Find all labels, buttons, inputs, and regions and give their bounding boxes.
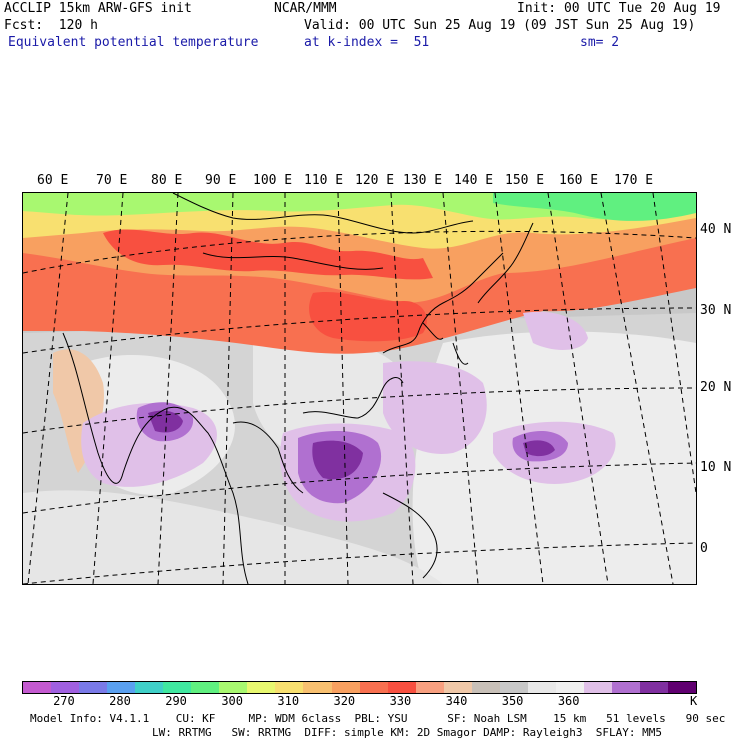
model-title: ACCLIP 15km ARW-GFS init <box>4 1 192 16</box>
map-panel <box>22 192 697 585</box>
lat-label: 20 N <box>700 380 732 395</box>
colorbar-swatch <box>387 682 416 693</box>
lat-label: 30 N <box>700 303 732 318</box>
lon-label: 120 E <box>355 173 395 188</box>
field-name: Equivalent potential temperature <box>8 35 259 50</box>
map-svg <box>23 193 696 584</box>
colorbar-label: 330 <box>389 694 412 708</box>
colorbar-swatch <box>51 682 80 693</box>
colorbar-swatch <box>331 682 360 693</box>
colorbar-swatch <box>443 682 472 693</box>
colorbar-swatch <box>79 682 108 693</box>
colorbar-swatch <box>359 682 388 693</box>
forecast-hour: Fcst: 120 h <box>4 18 98 33</box>
colorbar <box>22 681 697 694</box>
colorbar-swatch <box>499 682 528 693</box>
colorbar-swatch <box>583 682 612 693</box>
init-time: Init: 00 UTC Tue 20 Aug 19 <box>517 1 721 16</box>
smoothing-label: sm= 2 <box>580 35 620 50</box>
colorbar-label: 360 <box>557 694 580 708</box>
colorbar-swatch <box>219 682 248 693</box>
lat-label: 0 <box>700 541 708 556</box>
lon-label: 100 E <box>253 173 293 188</box>
lon-label: 90 E <box>205 173 237 188</box>
lon-label: 70 E <box>96 173 128 188</box>
valid-time: Valid: 00 UTC Sun 25 Aug 19 (09 JST Sun … <box>304 18 696 33</box>
colorbar-swatch <box>527 682 556 693</box>
level-label: at k-index = 51 <box>304 35 430 50</box>
colorbar-label: 270 <box>53 694 75 708</box>
model-info-line1: Model Info: V4.1.1 CU: KF MP: WDM 6class… <box>30 712 726 725</box>
lon-label: 80 E <box>151 173 183 188</box>
model-info-line2: LW: RRTMG SW: RRTMG DIFF: simple KM: 2D … <box>152 726 662 739</box>
colorbar-swatch <box>107 682 136 693</box>
colorbar-swatch <box>640 682 669 693</box>
colorbar-label: 300 <box>221 694 243 708</box>
colorbar-swatch <box>471 682 500 693</box>
colorbar-label: 290 <box>165 694 187 708</box>
colorbar-label: 340 <box>445 694 468 708</box>
colorbar-swatch <box>668 682 697 693</box>
colorbar-swatch <box>135 682 164 693</box>
center-label: NCAR/MMM <box>274 1 337 16</box>
colorbar-unit: K <box>690 694 698 708</box>
lat-label: 10 N <box>700 460 732 475</box>
lon-label: 110 E <box>304 173 344 188</box>
lon-label: 150 E <box>505 173 545 188</box>
colorbar-swatch <box>191 682 220 693</box>
colorbar-label: 280 <box>109 694 131 708</box>
lon-label: 140 E <box>454 173 494 188</box>
colorbar-label: 350 <box>501 694 524 708</box>
lat-label: 40 N <box>700 222 732 237</box>
colorbar-swatch <box>611 682 641 693</box>
lon-label: 130 E <box>403 173 443 188</box>
colorbar-label: 310 <box>277 694 300 708</box>
colorbar-label: 320 <box>333 694 356 708</box>
colorbar-swatch <box>275 682 304 693</box>
colorbar-swatch <box>415 682 444 693</box>
colorbar-swatch <box>163 682 192 693</box>
lon-label: 60 E <box>37 173 69 188</box>
lon-label: 160 E <box>559 173 599 188</box>
colorbar-swatch <box>247 682 276 693</box>
colorbar-swatch <box>23 682 52 693</box>
colorbar-swatch <box>303 682 332 693</box>
colorbar-swatch <box>555 682 584 693</box>
lon-label: 170 E <box>614 173 654 188</box>
